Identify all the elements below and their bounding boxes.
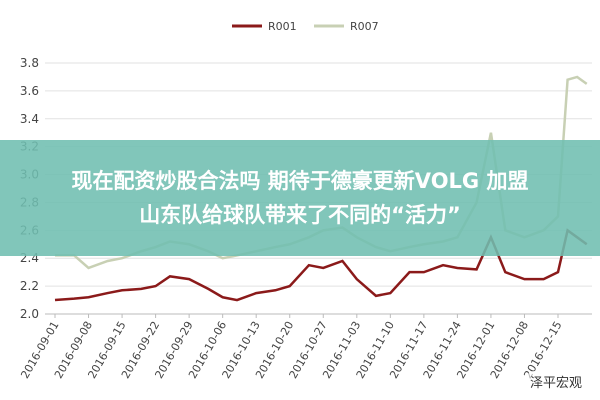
banner-line: 现在配资炒股合法吗 期待于德豪更新VOLG 加盟 [71,169,529,193]
y-tick-label: 3.4 [20,112,39,126]
banner-line: 山东队给球队带来了不同的“活力” [139,203,461,227]
y-tick-label: 2.0 [20,307,39,321]
y-tick-label: 3.8 [20,56,39,70]
y-tick-label: 2.2 [20,279,39,293]
series-line [54,228,588,302]
legend-label: R007 [350,20,379,33]
legend-label: R001 [268,20,297,33]
y-tick-label: 3.6 [20,84,39,98]
watermark: 泽平宏观 [525,371,586,392]
banner: 现在配资炒股合法吗 期待于德豪更新VOLG 加盟 山东队给球队带来了不同的“活力… [0,140,600,256]
